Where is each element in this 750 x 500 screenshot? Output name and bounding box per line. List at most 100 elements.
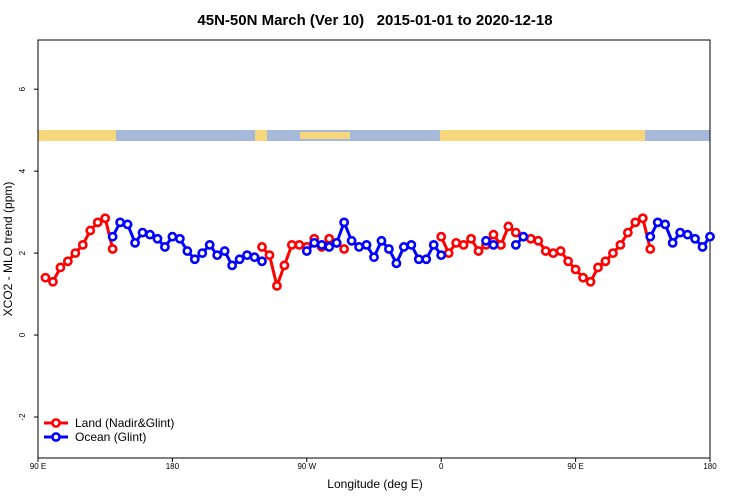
data-point	[391, 258, 402, 269]
data-point	[182, 246, 193, 256]
data-point	[40, 272, 51, 283]
data-point	[608, 248, 618, 258]
data-point	[249, 252, 260, 263]
data-point	[637, 213, 648, 224]
data-point	[301, 246, 312, 256]
data-point	[324, 233, 335, 244]
data-point	[645, 244, 656, 254]
data-point	[189, 254, 200, 265]
data-point	[376, 235, 387, 246]
data-point	[540, 246, 551, 256]
data-point	[107, 231, 118, 242]
data-point	[369, 252, 379, 263]
data-point	[264, 250, 275, 261]
data-point	[92, 217, 103, 228]
y-tick-label: 0	[18, 332, 27, 337]
data-point	[660, 219, 671, 230]
data-point	[570, 264, 581, 275]
chart-title: 45N-50N March (Ver 10) 2015-01-01 to 202…	[197, 12, 552, 29]
plot-frame	[37, 39, 711, 459]
data-point	[272, 280, 282, 291]
data-point	[600, 256, 611, 267]
data-point	[563, 256, 574, 267]
data-point	[219, 246, 230, 256]
data-point	[137, 227, 148, 238]
data-point	[122, 219, 133, 230]
data-point	[555, 246, 566, 256]
data-point	[510, 240, 521, 250]
data-point	[690, 233, 700, 244]
data-point	[421, 254, 432, 265]
data-point	[361, 240, 372, 250]
data-point	[339, 244, 350, 254]
data-point	[682, 229, 693, 240]
data-point	[130, 237, 140, 248]
data-point	[286, 240, 297, 250]
legend-marker	[51, 432, 61, 442]
x-tick-label: 180	[703, 462, 717, 471]
data-point	[667, 237, 678, 248]
data-point	[257, 256, 267, 267]
data-point	[398, 242, 409, 252]
data-point	[525, 233, 536, 244]
data-point	[533, 235, 544, 246]
data-point	[197, 248, 208, 258]
x-tick-label: 180	[166, 462, 180, 471]
data-point	[324, 242, 335, 252]
data-point	[242, 250, 252, 261]
data-point	[481, 235, 491, 246]
data-point	[55, 262, 66, 273]
data-point	[645, 231, 656, 242]
data-point	[384, 244, 394, 254]
data-point	[593, 262, 603, 273]
data-point	[279, 260, 290, 271]
data-point	[705, 231, 715, 242]
y-axis-label: XCO2 - MLO trend (ppm)	[1, 182, 15, 317]
data-point	[443, 248, 454, 258]
data-point	[227, 260, 238, 271]
data-point	[174, 233, 185, 244]
data-point	[316, 240, 327, 250]
data-point	[115, 217, 126, 228]
data-point	[518, 231, 529, 242]
data-point	[466, 233, 476, 244]
data-point	[85, 225, 96, 236]
data-point	[212, 250, 223, 261]
data-point	[100, 213, 111, 224]
data-point	[77, 240, 88, 250]
data-point	[488, 240, 499, 250]
data-point	[309, 237, 320, 248]
data-point	[204, 240, 215, 250]
data-point	[697, 242, 708, 252]
data-point	[257, 242, 267, 252]
data-point	[675, 227, 686, 238]
data-point	[622, 227, 633, 238]
data-point	[331, 237, 342, 248]
data-point	[160, 242, 170, 252]
data-point	[413, 254, 424, 265]
data-point	[107, 244, 118, 254]
data-point	[62, 256, 73, 267]
legend-label: Ocean (Glint)	[75, 430, 146, 444]
y-tick-label: 2	[18, 250, 27, 255]
data-point	[436, 231, 447, 242]
data-point	[339, 217, 350, 228]
data-point	[548, 248, 559, 258]
data-point	[652, 217, 663, 228]
data-point	[428, 240, 439, 250]
data-point	[70, 248, 81, 258]
y-tick-label: 4	[18, 168, 27, 173]
data-point	[451, 237, 462, 248]
data-point	[436, 250, 447, 261]
data-point	[458, 240, 469, 250]
x-tick-label: 90 E	[567, 462, 583, 471]
data-point	[615, 240, 626, 250]
x-tick-label: 0	[439, 462, 444, 471]
data-point	[585, 276, 596, 287]
data-point	[234, 254, 245, 265]
data-point	[167, 231, 178, 242]
data-point	[473, 246, 484, 256]
data-point	[294, 240, 305, 250]
y-tick-label: -2	[18, 413, 27, 421]
